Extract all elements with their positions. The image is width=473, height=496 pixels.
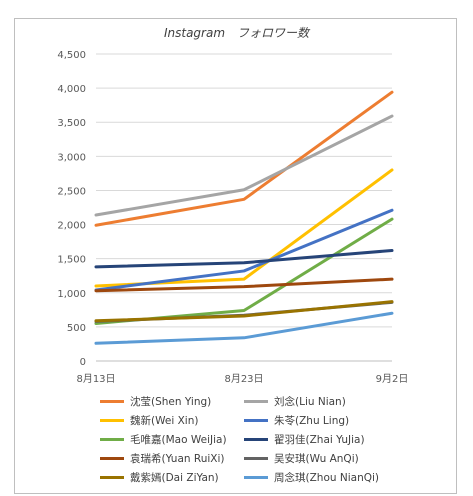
legend-item: 戴紫嫣(Dai ZiYan) xyxy=(100,470,219,485)
y-tick-label: 4,000 xyxy=(57,84,86,95)
legend-swatch xyxy=(100,476,124,479)
legend-swatch xyxy=(244,400,268,403)
series-line-4 xyxy=(94,208,394,292)
legend-item: 周念琪(Zhou NianQi) xyxy=(244,470,379,485)
y-tick-label: 1,500 xyxy=(57,255,86,266)
legend-swatch xyxy=(100,438,124,441)
y-tick-label: 3,000 xyxy=(57,152,86,163)
legend-item: 吴安琪(Wu AnQi) xyxy=(244,451,359,466)
legend-item: 朱苓(Zhu Ling) xyxy=(244,413,349,428)
legend-label: 魏新(Wei Xin) xyxy=(130,415,199,427)
legend-swatch xyxy=(244,419,268,422)
legend-item: 魏新(Wei Xin) xyxy=(100,413,198,428)
legend-item: 袁瑞希(Yuan RuiXi) xyxy=(100,451,225,466)
legend-label: 周念琪(Zhou NianQi) xyxy=(274,472,379,484)
x-tick-label: 8月23日 xyxy=(224,373,263,385)
legend-swatch xyxy=(100,400,124,403)
legend-item: 毛唯嘉(Mao WeiJia) xyxy=(100,432,227,447)
y-tick-label: 2,500 xyxy=(57,186,86,197)
y-tick-label: 0 xyxy=(80,357,86,368)
x-tick-label: 9月2日 xyxy=(376,373,409,385)
legend-label: 吴安琪(Wu AnQi) xyxy=(274,453,359,465)
series-line-7 xyxy=(94,277,394,293)
series-line-6 xyxy=(94,248,394,269)
chart-title: Instagram フォロワー数 xyxy=(163,26,310,40)
legend-label: 沈莹(Shen Ying) xyxy=(130,396,212,408)
legend-label: 戴紫嫣(Dai ZiYan) xyxy=(130,472,219,484)
legend-swatch xyxy=(100,457,124,460)
y-tick-label: 1,000 xyxy=(57,289,86,300)
legend-item: 刘念(Liu Nian) xyxy=(244,394,346,409)
series-line-9 xyxy=(94,300,394,323)
legend-swatch xyxy=(244,438,268,441)
legend-swatch xyxy=(100,419,124,422)
legend-item: 翟羽佳(Zhai YuJia) xyxy=(244,432,365,447)
y-tick-label: 500 xyxy=(67,323,86,334)
x-tick-label: 8月13日 xyxy=(76,373,115,385)
legend-label: 刘念(Liu Nian) xyxy=(274,396,346,408)
legend-swatch xyxy=(244,457,268,460)
series-line-10 xyxy=(94,311,394,345)
legend-label: 袁瑞希(Yuan RuiXi) xyxy=(130,453,225,465)
legend-label: 毛唯嘉(Mao WeiJia) xyxy=(130,434,227,446)
legend-label: 翟羽佳(Zhai YuJia) xyxy=(274,434,365,446)
y-tick-label: 4,500 xyxy=(57,50,86,61)
y-tick-label: 2,000 xyxy=(57,221,86,232)
legend-item: 沈莹(Shen Ying) xyxy=(100,394,211,409)
legend-swatch xyxy=(244,476,268,479)
series-line-1 xyxy=(94,90,394,227)
legend-label: 朱苓(Zhu Ling) xyxy=(274,415,350,427)
y-tick-label: 3,500 xyxy=(57,118,86,129)
series-line-2 xyxy=(94,114,394,217)
